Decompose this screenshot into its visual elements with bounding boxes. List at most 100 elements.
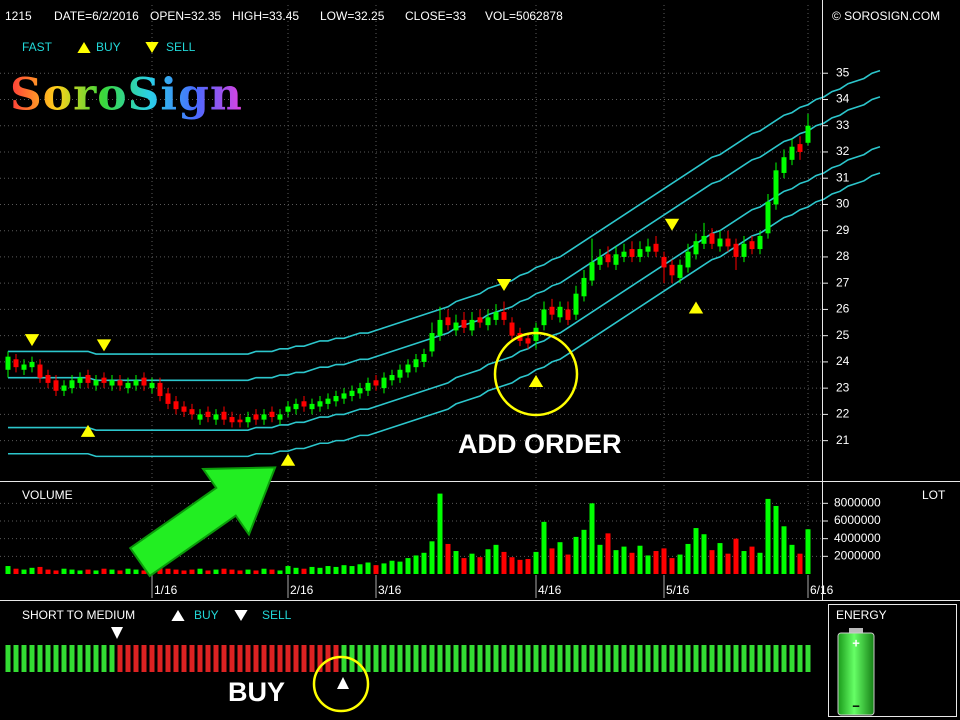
- volume-bar: [53, 570, 59, 574]
- volume-bar: [501, 551, 507, 574]
- candle-body: [589, 262, 595, 281]
- signal-legend-sell: SELL: [262, 608, 292, 622]
- volume-bar: [69, 569, 75, 574]
- signal-bar: [133, 645, 139, 672]
- y-tick-label: 28: [836, 249, 850, 263]
- signal-bar: [173, 645, 179, 672]
- volume-bar: [605, 533, 611, 574]
- buy-marker: [280, 453, 296, 466]
- signal-bar: [21, 645, 27, 672]
- signal-bar: [357, 645, 363, 672]
- signal-bar: [365, 645, 371, 672]
- high: HIGH=33.45: [232, 9, 299, 23]
- volume-bar: [365, 562, 371, 574]
- symbol: 1215: [5, 9, 32, 23]
- volume-bar: [285, 566, 291, 574]
- signal-bar: [429, 645, 435, 672]
- signal-bar: [245, 645, 251, 672]
- volume-bar: [213, 569, 219, 574]
- candle-body: [493, 312, 499, 320]
- volume-bar: [197, 568, 203, 574]
- signal-bar: [789, 645, 795, 672]
- signal-bar: [77, 645, 83, 672]
- signal-title: SHORT TO MEDIUM: [22, 608, 135, 622]
- volume-bar: [637, 545, 643, 574]
- buy-marker: [80, 424, 96, 437]
- signal-bar: [669, 645, 675, 672]
- plot-layer: 21 22 23 24 25 26 27 28 29 30 31 32 33 34 35 2000000 400…: [0, 5, 946, 672]
- signal-bar: [797, 645, 803, 672]
- signal-bar: [117, 645, 123, 672]
- signal-bar: [573, 645, 579, 672]
- buy-label: BUY: [228, 677, 285, 707]
- buy-marker: [688, 301, 704, 314]
- volume-bar: [677, 554, 683, 574]
- candle-body: [229, 417, 235, 423]
- volume-bar: [717, 543, 723, 574]
- candle-body: [149, 382, 155, 389]
- highlight-circle: [493, 331, 579, 417]
- band-line: [8, 96, 881, 382]
- close: CLOSE=33: [405, 9, 466, 23]
- candle-body: [725, 238, 731, 247]
- legend-sell-marker: [145, 42, 159, 53]
- candle-body: [733, 243, 739, 257]
- volume-bar: [229, 569, 235, 574]
- volume-bar: [421, 552, 427, 574]
- signal-bar: [269, 645, 275, 672]
- signal-bar: [285, 645, 291, 672]
- candle-body: [277, 414, 283, 420]
- volume-bar: [5, 566, 11, 574]
- candle-body: [205, 411, 211, 418]
- volume-bar: [749, 546, 755, 574]
- candle-body: [293, 403, 299, 410]
- candle-body: [533, 327, 539, 341]
- candle-body: [381, 377, 387, 389]
- volume-bar: [301, 568, 307, 574]
- volume-bar: [157, 566, 163, 574]
- volume-bar: [757, 552, 763, 574]
- signal-bar: [149, 645, 155, 672]
- x-tick-label: 1/16: [154, 583, 178, 597]
- volume-bar: [357, 564, 363, 574]
- signal-bar: [589, 645, 595, 672]
- signal-bar: [381, 645, 387, 672]
- signal-bar: [477, 645, 483, 672]
- y-tick-label: 30: [836, 197, 850, 211]
- sell-marker: [664, 218, 680, 231]
- candle-body: [701, 235, 707, 244]
- volume-bar: [45, 569, 51, 574]
- y-tick-label: 23: [836, 380, 850, 394]
- volume-bar: [685, 543, 691, 574]
- signal-bar: [61, 645, 67, 672]
- volume-bar: [725, 553, 731, 574]
- volume-bar: [493, 544, 499, 574]
- signal-bar: [597, 645, 603, 672]
- signal-bar: [141, 645, 147, 672]
- signal-bar: [709, 645, 715, 672]
- volume-bar: [133, 569, 139, 574]
- logo: SoroSign: [10, 70, 243, 121]
- y-tick-label: 4000000: [834, 531, 881, 545]
- candle-body: [661, 256, 667, 268]
- signal-bar: [741, 645, 747, 672]
- signal-bar: [645, 645, 651, 672]
- candle-body: [181, 406, 187, 412]
- volume-bar: [597, 544, 603, 574]
- signal-bar: [317, 645, 323, 672]
- signal-bar: [293, 645, 299, 672]
- signal-bar: [557, 645, 563, 672]
- candle-body: [117, 380, 123, 386]
- volume-bar: [461, 558, 467, 574]
- candle-body: [397, 369, 403, 378]
- volume: VOL=5062878: [485, 9, 563, 23]
- candle-body: [285, 406, 291, 412]
- x-tick-label: 3/16: [378, 583, 402, 597]
- volume-bar: [189, 569, 195, 574]
- volume-bar: [621, 546, 627, 574]
- signal-bar: [445, 645, 451, 672]
- volume-bar: [661, 548, 667, 574]
- volume-bar: [389, 560, 395, 574]
- signal-bar: [525, 645, 531, 672]
- signal-bar: [229, 645, 235, 672]
